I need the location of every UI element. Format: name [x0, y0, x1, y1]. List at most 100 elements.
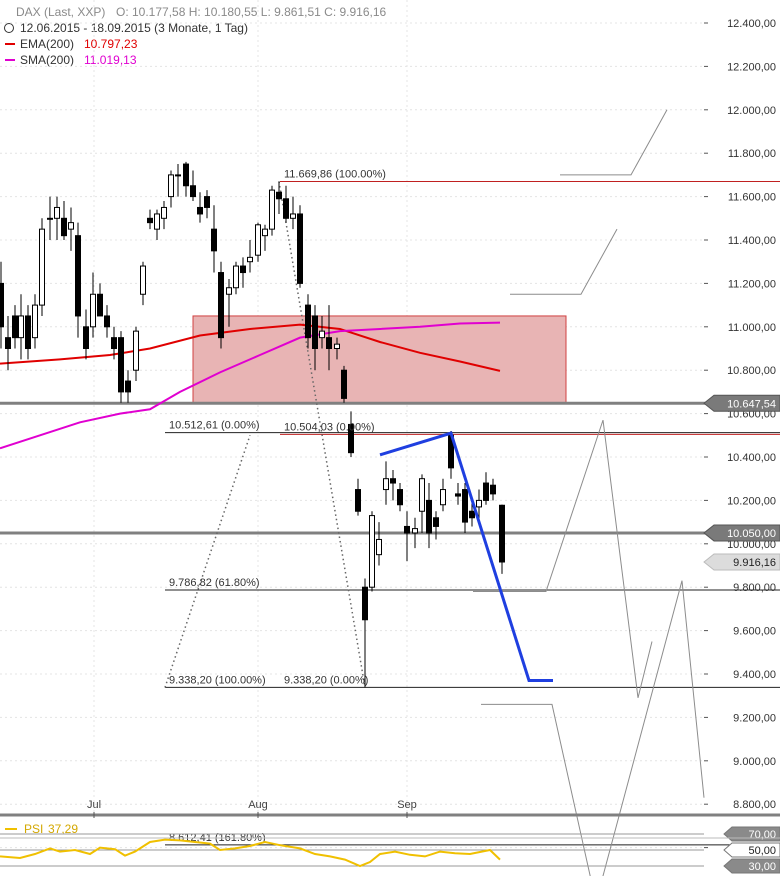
candle-body	[104, 315, 110, 328]
candle-body	[490, 484, 496, 495]
candle-body	[39, 228, 45, 306]
candle-body	[290, 213, 296, 219]
candle	[341, 365, 347, 403]
psi-level-label: 50,00	[748, 845, 776, 857]
psi-level-tag	[723, 858, 780, 874]
projection-path	[560, 109, 668, 176]
instrument-name: DAX (Last, XXP)	[16, 5, 105, 19]
candle	[197, 192, 203, 223]
candle	[0, 261, 4, 349]
sma-legend-value: 11.019,13	[84, 53, 137, 67]
candle	[440, 478, 446, 512]
candle-body	[499, 504, 505, 563]
candle-body	[455, 493, 461, 497]
candle	[5, 315, 11, 371]
candle-body	[140, 265, 146, 295]
psi-legend-value: 37,29	[48, 822, 78, 836]
candle-body	[12, 315, 18, 339]
y-axis: 12.400,00 12.200,00 12.000,00 11.800,00 11.6…	[703, 18, 780, 855]
candle-body	[348, 423, 354, 454]
candle-body	[362, 586, 368, 621]
candle	[319, 315, 325, 349]
candle-body	[18, 315, 24, 339]
psi-panel: PSI 37,29 70,00 50,00 30,00	[0, 822, 780, 874]
fibonacci-label: 9.786,82 (61.80%)	[169, 577, 260, 589]
candle	[455, 483, 461, 505]
candle-body	[161, 206, 167, 219]
psi-level-tag	[723, 842, 780, 858]
candle	[262, 224, 268, 251]
candle-body	[25, 315, 31, 350]
candle	[140, 261, 146, 306]
candle	[68, 207, 74, 251]
candle	[90, 272, 96, 338]
candle	[255, 222, 261, 262]
candle	[334, 337, 340, 360]
y-tick-label: 12.000,00	[727, 105, 776, 117]
date-range: 12.06.2015 - 18.09.2015 (3 Monate, 1 Tag…	[20, 21, 248, 35]
y-tick-label: 11.800,00	[728, 148, 776, 160]
candle	[97, 283, 103, 317]
y-tick-label: 12.200,00	[727, 61, 776, 73]
ema-legend-label: EMA(200)	[20, 37, 74, 51]
candle	[469, 500, 475, 527]
candle	[133, 326, 139, 382]
y-tick-label: 11.000,00	[728, 322, 776, 334]
y-tick-label: 9.200,00	[733, 712, 776, 724]
candle-body	[483, 482, 489, 501]
candle-body	[47, 217, 53, 220]
moving-average-line	[0, 321, 501, 450]
candle	[290, 196, 296, 230]
resistance-zone-rect	[192, 315, 567, 404]
candle	[147, 209, 153, 230]
fibonacci-label: 9.338,20 (0.00%)	[284, 674, 368, 686]
x-axis: Jul Aug Sep	[0, 799, 780, 818]
candle-body	[75, 235, 81, 317]
ohlc-readout: O: 10.177,58 H: 10.180,55 L: 9.861,51 C:…	[116, 5, 387, 19]
candle	[61, 200, 67, 240]
candle-body	[369, 515, 375, 588]
candle-body	[383, 478, 389, 491]
ema-legend-value: 10.797,23	[84, 37, 138, 51]
y-tick-label: 11.400,00	[728, 235, 776, 247]
candle	[39, 218, 45, 316]
psi-level-label: 70,00	[748, 829, 776, 841]
price-tag-label: 10.647,54	[727, 398, 776, 410]
candle-body	[240, 265, 246, 274]
fibonacci-label: 10.504,03 (0.00%)	[284, 421, 375, 433]
resistance-zone	[192, 315, 567, 404]
candle	[190, 170, 196, 201]
candle-body	[211, 228, 217, 252]
candle-body	[54, 206, 60, 219]
candle	[218, 261, 224, 349]
candle	[326, 305, 332, 371]
candle-body	[118, 337, 124, 393]
candle-body	[111, 337, 117, 349]
candle-body	[319, 330, 325, 339]
candle	[369, 511, 375, 592]
candle	[111, 326, 117, 360]
candles	[0, 161, 505, 688]
candle-body	[183, 163, 189, 187]
fibonacci-label: 10.512,61 (0.00%)	[169, 420, 260, 432]
candle-body	[297, 213, 303, 284]
moving-average-line	[0, 323, 501, 372]
candle-body	[97, 293, 103, 317]
fibonacci-label: 9.338,20 (100.00%)	[169, 674, 266, 686]
fibonacci-label: 11.669,86 (100.00%)	[284, 168, 386, 180]
candle	[412, 517, 418, 549]
candle-body	[334, 343, 340, 350]
fibonacci-dotted-line	[164, 435, 251, 688]
level-lines	[0, 180, 780, 846]
candle	[462, 483, 468, 533]
candle-body	[32, 304, 38, 339]
candle	[161, 200, 167, 230]
y-tick-label: 10.800,00	[727, 365, 776, 377]
y-tick-label: 9.400,00	[733, 669, 776, 681]
candle-body	[226, 287, 232, 295]
candle-body	[341, 369, 347, 399]
y-tick-label: 11.600,00	[728, 192, 776, 204]
sma-legend-label: SMA(200)	[20, 53, 74, 67]
sma-legend-swatch	[5, 59, 15, 61]
candle	[18, 294, 24, 360]
